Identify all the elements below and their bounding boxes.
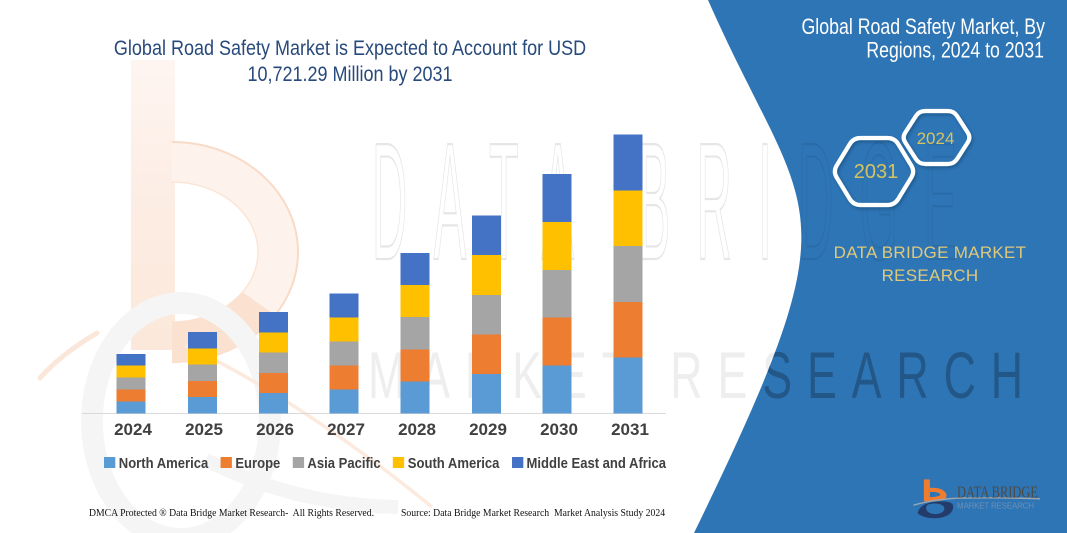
svg-text:MARKET RESEARCH: MARKET RESEARCH xyxy=(957,502,1036,511)
svg-text:DATA BRIDGE MARKET: DATA BRIDGE MARKET xyxy=(834,243,1027,262)
svg-text:DATA BRIDGE: DATA BRIDGE xyxy=(957,482,1038,501)
svg-text:2024: 2024 xyxy=(917,129,955,148)
svg-text:MARKET RESEARCH: MARKET RESEARCH xyxy=(368,338,1038,412)
svg-text:2031: 2031 xyxy=(854,161,899,183)
svg-text:RESEARCH: RESEARCH xyxy=(882,266,979,285)
svg-text:Regions, 2024 to 2031: Regions, 2024 to 2031 xyxy=(866,37,1044,62)
svg-text:Global Road Safety Market, By: Global Road Safety Market, By xyxy=(802,14,1046,39)
